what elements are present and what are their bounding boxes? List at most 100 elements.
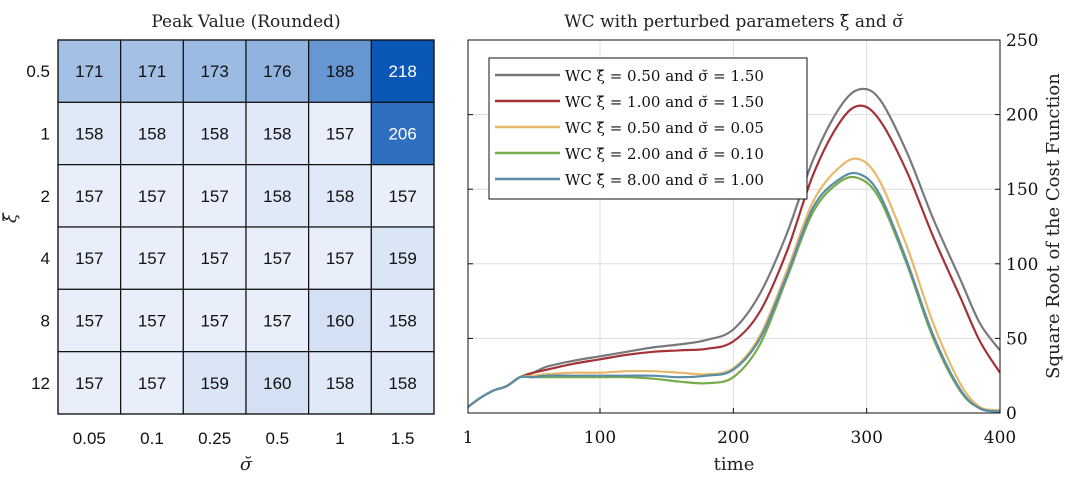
y-tick-label: 150: [1006, 180, 1038, 200]
y-tick-labels: 0 50 100 150 200 250: [1006, 31, 1038, 424]
heatmap-grid: 171 171 173 176 188 218 158 158 158 158 157 206 157 1…: [57, 39, 435, 415]
heatmap-cell-value: 158: [75, 125, 103, 144]
heatmap-cell-value: 206: [388, 125, 416, 144]
heatmap-cell-value: 157: [263, 312, 291, 331]
heatmap-cell-value: 159: [200, 374, 228, 393]
x-tick-label: 300: [850, 428, 882, 448]
heatmap-cell: [57, 39, 122, 103]
y-tick-label: 100: [1006, 255, 1038, 275]
legend: WC ξ̆ = 0.50 and σ̆ = 1.50 WC ξ̆ = 1.00 a…: [488, 57, 808, 200]
heatmap-frame: [57, 39, 435, 415]
heatmap-cell: [57, 288, 122, 353]
heatmap-y-tick-label: 2: [41, 187, 50, 206]
heatmap-cell-value: 171: [138, 62, 166, 81]
heatmap-cell: [245, 164, 310, 228]
heatmap-cell: [370, 351, 435, 415]
y-tick-label: 200: [1006, 106, 1038, 126]
heatmap-cell-value: 157: [200, 187, 228, 206]
heatmap-cell-value: 173: [200, 62, 228, 81]
heatmap-cell-value: 188: [326, 62, 354, 81]
heatmap-cell-value: 158: [388, 374, 416, 393]
heatmap-title: Peak Value (Rounded): [151, 12, 340, 32]
legend-box: [488, 57, 808, 200]
heatmap-cell: [120, 101, 184, 166]
heatmap-cell-value: 157: [326, 125, 354, 144]
heatmap-cell-value: 157: [75, 187, 103, 206]
heatmap-cell-value: 158: [388, 312, 416, 331]
heatmap-cell: [370, 164, 435, 228]
heatmap-cell: [308, 164, 372, 228]
legend-label: WC ξ̆ = 0.50 and σ̆ = 1.50: [565, 67, 764, 85]
plot-frame: [467, 39, 1001, 414]
heatmap-cell-value: 171: [75, 62, 103, 81]
heatmap-y-tick-label: 12: [31, 374, 50, 393]
y-tick-label: 50: [1006, 329, 1028, 349]
heatmap-cell-value: 158: [263, 187, 291, 206]
heatmap-cell-value: 157: [138, 249, 166, 268]
heatmap-x-tick-label: 0.05: [73, 429, 106, 448]
heatmap-cell: [57, 226, 122, 290]
x-tick-label: 100: [584, 428, 616, 448]
heatmap-cell-value: 158: [263, 125, 291, 144]
legend-label: WC ξ̆ = 2.00 and σ̆ = 0.10: [565, 145, 764, 163]
heatmap-cell-value: 218: [388, 62, 416, 81]
line-chart-title: WC with perturbed parameters ξ̆ and σ̆: [564, 12, 904, 32]
heatmap-cell: [245, 101, 310, 166]
heatmap-x-tick-label: 0.5: [266, 429, 290, 448]
heatmap-cell: [245, 226, 310, 290]
y-axis-label: Square Root of the Cost Function: [1043, 73, 1064, 379]
heatmap-cell: [120, 39, 184, 103]
legend-label: WC ξ̆ = 8.00 and σ̆ = 1.00: [565, 171, 764, 189]
heatmap-x-tick-label: 1: [335, 429, 344, 448]
heatmap-cell-value: 158: [326, 374, 354, 393]
heatmap-cell: [370, 101, 435, 166]
heatmap-cell: [182, 288, 247, 353]
x-tick-labels: 1 100 200 300 400: [463, 428, 1017, 448]
heatmap-cell-value: 157: [75, 374, 103, 393]
heatmap-cell-value: 160: [263, 374, 291, 393]
heatmap-cell: [120, 164, 184, 228]
heatmap-cell-value: 157: [138, 187, 166, 206]
heatmap-cell: [57, 351, 122, 415]
x-tick-label: 400: [984, 428, 1016, 448]
heatmap-x-axis-label: σ̆: [240, 454, 253, 475]
heatmap-y-tick-label: 0.5: [26, 62, 50, 81]
heatmap-cell-value: 158: [326, 187, 354, 206]
heatmap-cell-value: 157: [200, 249, 228, 268]
x-tick-label: 1: [463, 428, 474, 448]
series-line: [467, 171, 1001, 413]
heatmap-cell-value: 158: [200, 125, 228, 144]
heatmap-cell-value: 157: [138, 374, 166, 393]
heatmap-cell-value: 157: [75, 312, 103, 331]
x-axis-label: time: [714, 454, 755, 475]
heatmap-cell: [370, 39, 435, 103]
heatmap-cell: [308, 288, 372, 353]
heatmap-y-tick-label: 4: [41, 249, 50, 268]
heatmap-y-tick-label: 1: [41, 125, 50, 144]
heatmap-cell-value: 160: [326, 312, 354, 331]
heatmap-cell: [308, 226, 372, 290]
heatmap-cell-value: 157: [263, 249, 291, 268]
legend-label: WC ξ̆ = 0.50 and σ̆ = 0.05: [565, 119, 764, 137]
heatmap-cell-value: 157: [200, 312, 228, 331]
heatmap-panel: Peak Value (Rounded) 171 171 173 176 188 2181…: [0, 12, 435, 475]
line-chart-panel: WC with perturbed parameters ξ̆ and σ̆ 1…: [463, 12, 1064, 475]
heatmap-cell-value: 158: [138, 125, 166, 144]
heatmap-y-axis-label: ξ̆: [0, 212, 21, 223]
heatmap-y-tick-label: 8: [41, 312, 50, 331]
heatmap-x-tick-labels: 0.05 0.1 0.25 0.5 1 1.5: [73, 429, 415, 448]
series-lines: [467, 87, 1001, 413]
heatmap-cell-value: 157: [75, 249, 103, 268]
heatmap-cell: [182, 226, 247, 290]
x-tick-label: 200: [717, 428, 749, 448]
heatmap-x-tick-label: 0.1: [140, 429, 164, 448]
heatmap-cell-value: 159: [388, 249, 416, 268]
heatmap-cell-value: 157: [326, 249, 354, 268]
heatmap-cell-value: 157: [388, 187, 416, 206]
heatmap-x-tick-label: 0.25: [198, 429, 231, 448]
heatmap-x-tick-label: 1.5: [391, 429, 415, 448]
heatmap-cell: [245, 288, 310, 353]
heatmap-cell: [120, 226, 184, 290]
